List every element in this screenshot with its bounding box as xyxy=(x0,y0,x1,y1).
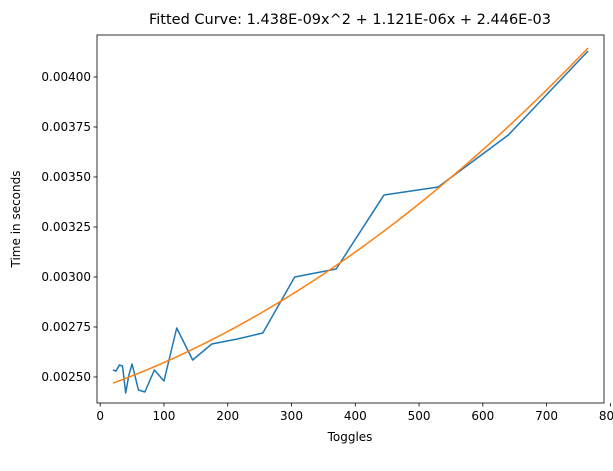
x-tick-label: 500 xyxy=(408,409,431,423)
x-tick-label: 600 xyxy=(471,409,494,423)
x-tick-label: 300 xyxy=(280,409,303,423)
plot-frame xyxy=(96,34,605,404)
x-axis-label: Toggles xyxy=(327,430,373,444)
x-tick-label: 200 xyxy=(216,409,239,423)
x-axis: 0 100 200 300 400 500 600 700 800 xyxy=(96,403,613,423)
x-tick-label: 100 xyxy=(153,409,176,423)
fitted-curve-line xyxy=(112,47,589,384)
plot-area xyxy=(112,47,589,394)
y-tick-label: 0.00275 xyxy=(41,320,91,334)
x-tick-label: 800 xyxy=(599,409,613,423)
x-tick-label: 0 xyxy=(96,409,104,423)
x-tick-label: 700 xyxy=(535,409,558,423)
measured-series-line xyxy=(112,50,589,394)
y-tick-label: 0.00375 xyxy=(41,120,91,134)
y-tick-label: 0.00250 xyxy=(41,370,91,384)
y-tick-label: 0.00300 xyxy=(41,270,91,284)
y-tick-label: 0.00400 xyxy=(41,70,91,84)
y-axis-label: Time in seconds xyxy=(9,171,23,269)
y-tick-label: 0.00325 xyxy=(41,220,91,234)
chart-title: Fitted Curve: 1.438E-09x^2 + 1.121E-06x … xyxy=(149,12,551,28)
y-tick-label: 0.00350 xyxy=(41,170,91,184)
y-axis: 0.00250 0.00275 0.00300 0.00325 0.00350 0.003… xyxy=(41,70,97,384)
x-tick-label: 400 xyxy=(344,409,367,423)
